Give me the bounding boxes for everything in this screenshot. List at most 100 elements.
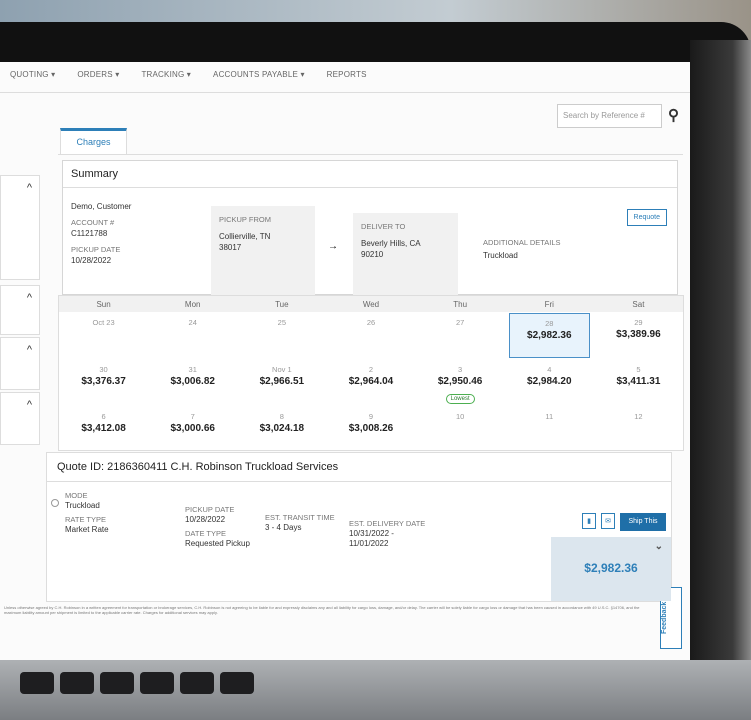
pickup-from-city: Collierville, TN [219, 232, 271, 241]
calendar-day[interactable]: 7 $3,000.66 [152, 407, 233, 452]
day-number: 28 [545, 319, 554, 328]
document-icon[interactable]: ▮ [582, 513, 596, 529]
lowest-badge: Lowest [445, 394, 475, 404]
deliver-to-zip: 90210 [361, 250, 384, 259]
day-price: $2,950.46 [437, 376, 483, 387]
pickup-date-label: PICKUP DATE [185, 505, 235, 514]
nav-quoting[interactable]: QUOTING ▾ [10, 70, 56, 79]
nav-reports[interactable]: REPORTS [326, 70, 367, 79]
calendar-day[interactable]: 6 $3,412.08 [63, 407, 144, 452]
pickup-date-label: PICKUP DATE [71, 245, 121, 254]
nav-orders[interactable]: ORDERS ▾ [77, 70, 120, 79]
day-number: 6 [101, 412, 106, 421]
account-number: C1121788 [71, 229, 108, 238]
calendar-day: Oct 23 [63, 313, 144, 358]
day-number: 9 [368, 412, 374, 421]
tab-charges[interactable]: Charges [60, 128, 127, 154]
delivery-date-end: 11/01/2022 [349, 539, 389, 548]
calendar-day[interactable]: 30 $3,376.37 [63, 360, 144, 405]
sidebar-panel[interactable]: ^ [0, 392, 40, 445]
calendar-day[interactable]: 5 $3,411.31 [598, 360, 679, 405]
day-number: 25 [277, 318, 287, 327]
rate-calendar: Sun Mon Tue Wed Thu Fri Sat Oct 23 24 25 26 27 28 $2… [58, 295, 684, 451]
day-number: 3 [458, 365, 463, 374]
deliver-to-label: DELIVER TO [361, 222, 406, 231]
nav-tracking[interactable]: TRACKING ▾ [141, 70, 192, 79]
top-nav: QUOTING ▾ ORDERS ▾ TRACKING ▾ ACCOUNTS P… [10, 70, 367, 79]
day-number: 4 [547, 365, 552, 374]
day-price: $3,000.66 [170, 423, 215, 434]
chevron-up-icon[interactable]: ^ [26, 399, 32, 411]
day-price: $3,008.26 [348, 423, 394, 434]
sidebar-panel[interactable]: ^ [0, 285, 40, 335]
calendar-day[interactable]: 4 $2,984.20 [509, 360, 590, 405]
pickup-from-label: PICKUP FROM [219, 215, 271, 224]
chevron-down-icon[interactable]: ⌄ [654, 541, 663, 552]
pickup-from-zip: 38017 [219, 243, 242, 252]
date-type: Requested Pickup [185, 539, 250, 548]
calendar-day: 24 [152, 313, 233, 358]
calendar-day[interactable]: 2 $2,964.04 [330, 360, 411, 405]
keyboard-key [180, 672, 214, 694]
calendar-day[interactable]: Nov 1 $2,966.51 [241, 360, 322, 405]
quote-card: Quote ID: 2186360411 C.H. Robinson Truck… [46, 452, 672, 602]
summary-title: Summary [63, 161, 677, 188]
calendar-day[interactable]: 28 $2,982.36 [508, 313, 590, 358]
day-price: $2,982.36 [527, 330, 572, 341]
calendar-day: 10 [420, 407, 501, 452]
mode: Truckload [65, 501, 100, 510]
day-number: 30 [99, 365, 108, 374]
calendar-day[interactable]: 8 $3,024.18 [241, 407, 322, 452]
sidebar-panel[interactable]: ^ [0, 337, 40, 390]
search-input[interactable]: Search by Reference # [557, 104, 662, 128]
nav-accounts-payable[interactable]: ACCOUNTS PAYABLE ▾ [213, 70, 305, 79]
day-header: Mon [184, 300, 201, 309]
arrow-right-icon: → [328, 241, 338, 252]
day-header: Tue [275, 300, 289, 309]
date-type-label: DATE TYPE [185, 529, 226, 538]
day-price: $2,964.04 [348, 376, 394, 387]
pickup-date: 10/28/2022 [185, 515, 226, 524]
summary-panel: Summary Demo, Customer ACCOUNT # C112178… [62, 160, 678, 296]
sidebar-panel[interactable]: ^ [0, 175, 40, 280]
ship-this-button[interactable]: Ship This [620, 513, 666, 531]
deliver-to-box: DELIVER TO Beverly Hills, CA 90210 [353, 213, 458, 296]
keyboard-key [60, 672, 94, 694]
calendar-day: 26 [330, 313, 411, 358]
keyboard-key [140, 672, 174, 694]
email-icon[interactable]: ✉ [601, 513, 615, 529]
calendar-day: 27 [420, 313, 501, 358]
account-label: ACCOUNT # [71, 218, 115, 227]
calendar-grid: Oct 23 24 25 26 27 28 $2,982.36 29 $3,389.96 30 $3… [59, 312, 683, 453]
day-price: $3,389.96 [616, 329, 661, 340]
day-price: $3,411.31 [616, 376, 661, 387]
calendar-day[interactable]: 3 $2,950.46 Lowest [420, 360, 501, 405]
day-price: $3,006.82 [170, 376, 215, 387]
keyboard-key [100, 672, 134, 694]
chevron-up-icon[interactable]: ^ [26, 292, 32, 304]
day-number: Nov 1 [272, 365, 292, 374]
day-number: 12 [634, 412, 643, 421]
day-price: $3,376.37 [81, 376, 126, 387]
day-number: 11 [545, 412, 554, 421]
deliver-to-city: Beverly Hills, CA [361, 239, 421, 248]
rate-type: Market Rate [65, 525, 109, 534]
chevron-up-icon[interactable]: ^ [26, 182, 32, 194]
day-header: Fri [544, 300, 554, 309]
day-number: 5 [636, 365, 641, 374]
calendar-day: 11 [509, 407, 590, 452]
calendar-day[interactable]: 9 $3,008.26 [330, 407, 411, 452]
calendar-day[interactable]: 29 $3,389.96 [598, 313, 679, 358]
search-icon[interactable]: ⚲ [668, 107, 679, 124]
additional-details-label: ADDITIONAL DETAILS [483, 238, 561, 247]
calendar-day[interactable]: 31 $3,006.82 [152, 360, 233, 405]
calendar-header: Sun Mon Tue Wed Thu Fri Sat [59, 296, 683, 312]
calendar-day: 25 [241, 313, 322, 358]
chevron-up-icon[interactable]: ^ [26, 344, 32, 356]
additional-details: Truckload [483, 251, 518, 260]
day-price: $2,966.51 [259, 376, 305, 387]
quote-radio[interactable] [51, 499, 59, 507]
day-number: 29 [634, 318, 643, 327]
calendar-day: 12 [598, 407, 679, 452]
requote-button[interactable]: Requote [626, 209, 667, 226]
